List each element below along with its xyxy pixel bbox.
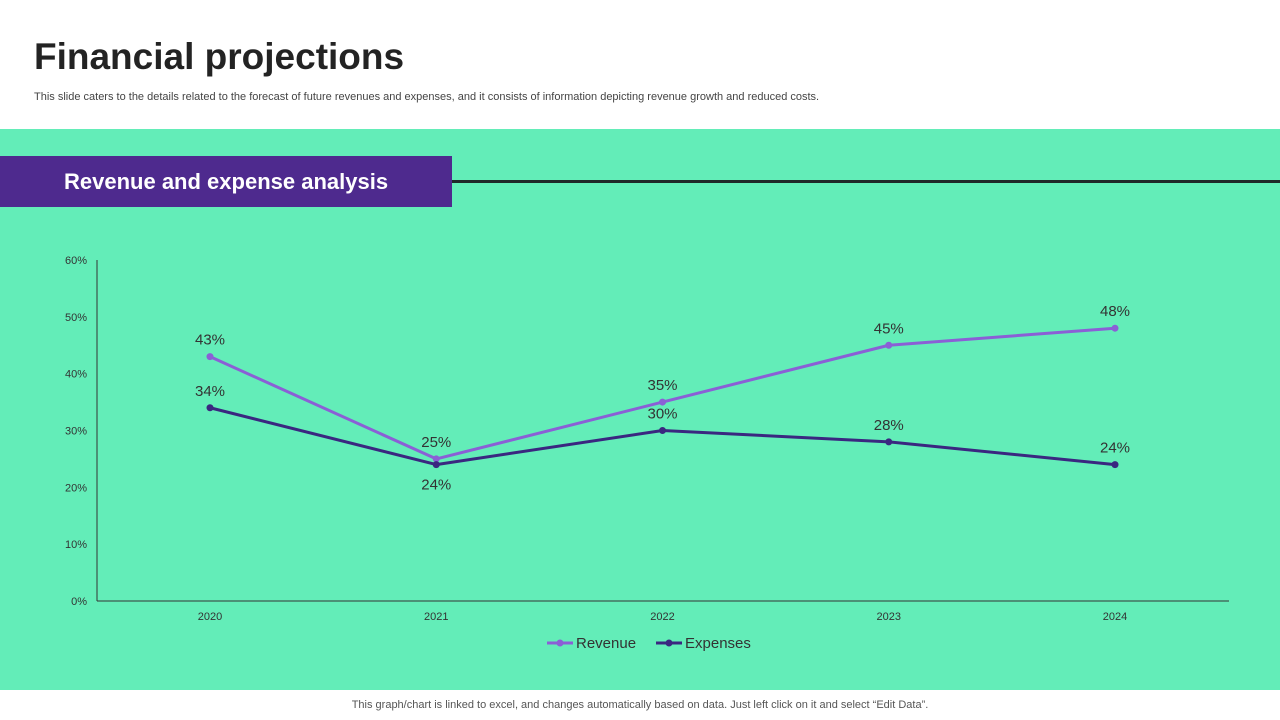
data-point-revenue: [659, 398, 666, 406]
legend-label-expenses: Expenses: [685, 635, 751, 652]
legend-marker-expenses: [665, 639, 673, 647]
footer-note: This graph/chart is linked to excel, and…: [351, 699, 929, 711]
data-point-expenses: [659, 427, 666, 434]
data-label-expenses: 24%: [421, 477, 451, 494]
y-tick-label: 20%: [65, 482, 87, 494]
data-point-expenses: [206, 404, 214, 412]
data-label-revenue: 43%: [195, 332, 225, 349]
page-subtitle: This slide caters to the details related…: [34, 91, 820, 103]
data-label-expenses: 24%: [1100, 440, 1130, 457]
data-point-revenue: [885, 341, 893, 349]
y-tick-label: 50%: [65, 312, 87, 324]
data-label-expenses: 28%: [874, 417, 904, 434]
section-banner: Revenue and expense analysis: [0, 156, 452, 207]
x-tick-label: 2020: [198, 611, 222, 623]
data-point-revenue: [432, 455, 440, 463]
x-tick-label: 2022: [650, 611, 674, 623]
data-point-revenue: [1111, 324, 1119, 332]
data-label-revenue: 35%: [647, 377, 677, 394]
banner-divider: [452, 180, 1280, 183]
y-tick-label: 10%: [65, 539, 87, 551]
data-label-expenses: 30%: [647, 406, 677, 423]
chart-panel: Revenue and expense analysis 0% 10% 20% 30%…: [0, 129, 1280, 690]
data-label-expenses: 34%: [195, 383, 225, 400]
x-tick-label: 2021: [424, 611, 448, 623]
page-title: Financial projections: [34, 36, 405, 77]
y-tick-label: 30%: [65, 426, 87, 438]
y-tick-label: 40%: [65, 369, 87, 381]
data-label-revenue: 25%: [421, 434, 451, 451]
y-tick-label: 60%: [65, 255, 87, 267]
legend-marker-revenue: [556, 639, 564, 647]
x-tick-label: 2024: [1103, 611, 1127, 623]
data-point-expenses: [885, 438, 893, 446]
data-point-expenses: [432, 461, 440, 469]
data-point-expenses: [1111, 461, 1119, 469]
legend-label-revenue: Revenue: [576, 635, 636, 652]
data-label-revenue: 45%: [874, 320, 904, 337]
data-label-revenue: 48%: [1100, 303, 1130, 320]
y-tick-label: 0%: [71, 596, 87, 608]
data-point-revenue: [206, 353, 214, 361]
x-tick-label: 2023: [877, 611, 901, 623]
line-chart[interactable]: 0% 10% 20% 30% 40% 50% 60% 2020 2021 2022 2023 2024…: [0, 129, 1280, 690]
